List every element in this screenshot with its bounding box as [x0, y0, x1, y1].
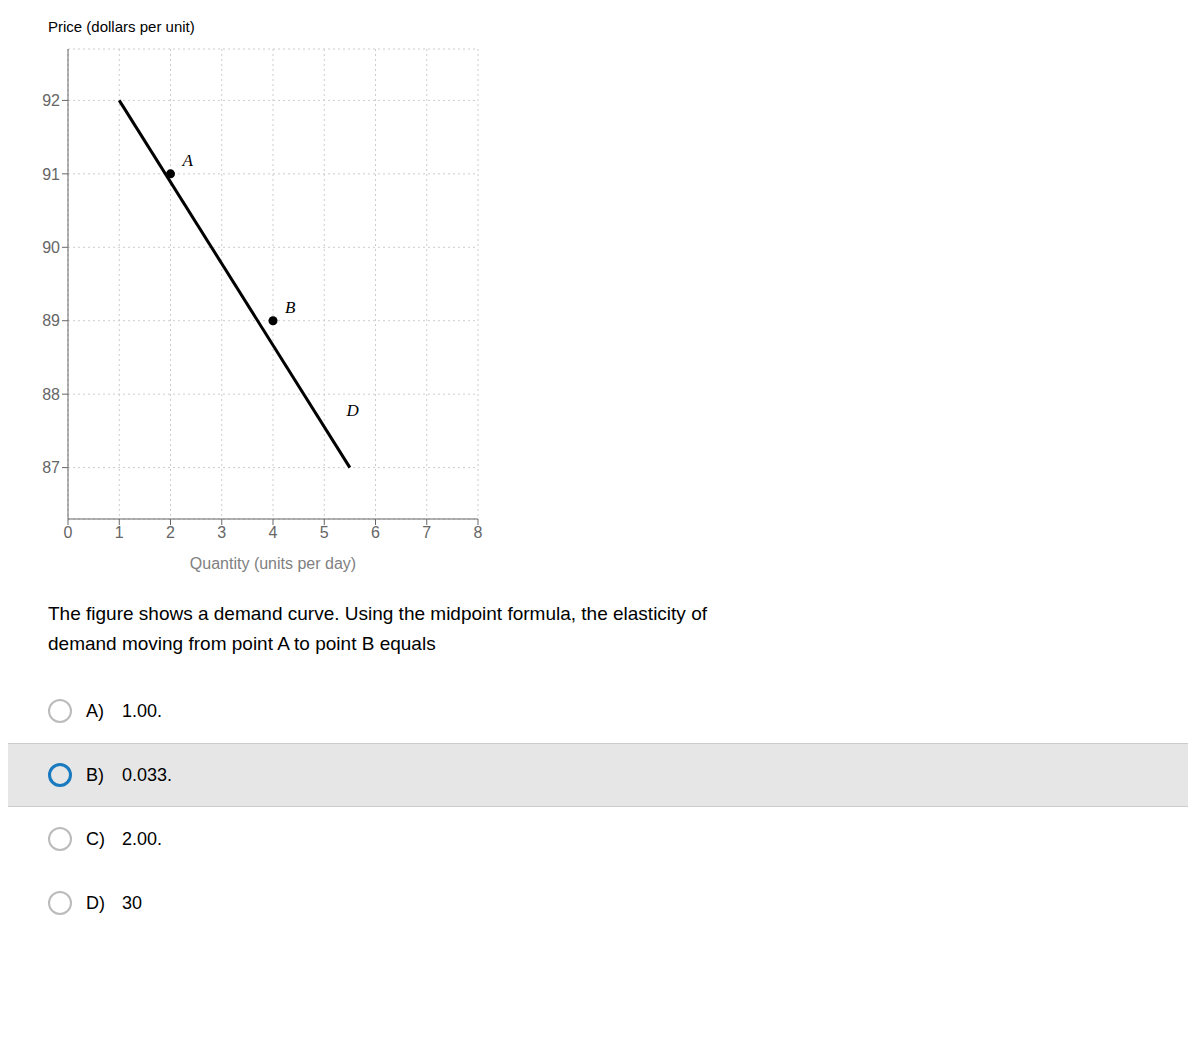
svg-text:2: 2: [166, 524, 175, 541]
svg-text:5: 5: [320, 524, 329, 541]
html-text:C): C): [86, 828, 105, 849]
svg-text:8: 8: [474, 524, 483, 541]
svg-text:6: 6: [371, 524, 380, 541]
html-text:The figure shows a demand curv: The figure shows a demand curve. Using t…: [48, 603, 707, 624]
svg-text:90: 90: [42, 239, 60, 256]
svg-text:Quantity (units per day): Quantity (units per day): [190, 555, 356, 572]
svg-text:87: 87: [42, 459, 60, 476]
svg-text:89: 89: [42, 312, 60, 329]
svg-text:1: 1: [115, 524, 124, 541]
svg-text:3: 3: [217, 524, 226, 541]
html-text:D): D): [86, 892, 105, 913]
svg-text:0: 0: [64, 524, 73, 541]
html-text:demand moving from point A to: demand moving from point A to point B eq…: [48, 633, 436, 654]
html-text:30: 30: [122, 892, 142, 913]
html-text:1.00.: 1.00.: [122, 700, 162, 721]
svg-text:A: A: [182, 151, 194, 170]
svg-text:91: 91: [42, 166, 60, 183]
svg-text:92: 92: [42, 92, 60, 109]
svg-text:D: D: [346, 401, 360, 420]
svg-text:B: B: [285, 298, 296, 317]
html-text:A): A): [86, 700, 104, 721]
svg-text:7: 7: [422, 524, 431, 541]
html-text:Price (dollars per unit): Price (dollars per unit): [48, 18, 195, 35]
html-text:2.00.: 2.00.: [122, 828, 162, 849]
svg-text:4: 4: [269, 524, 278, 541]
html-text:B): B): [86, 764, 104, 785]
html-text:0.033.: 0.033.: [122, 764, 172, 785]
svg-text:88: 88: [42, 386, 60, 403]
